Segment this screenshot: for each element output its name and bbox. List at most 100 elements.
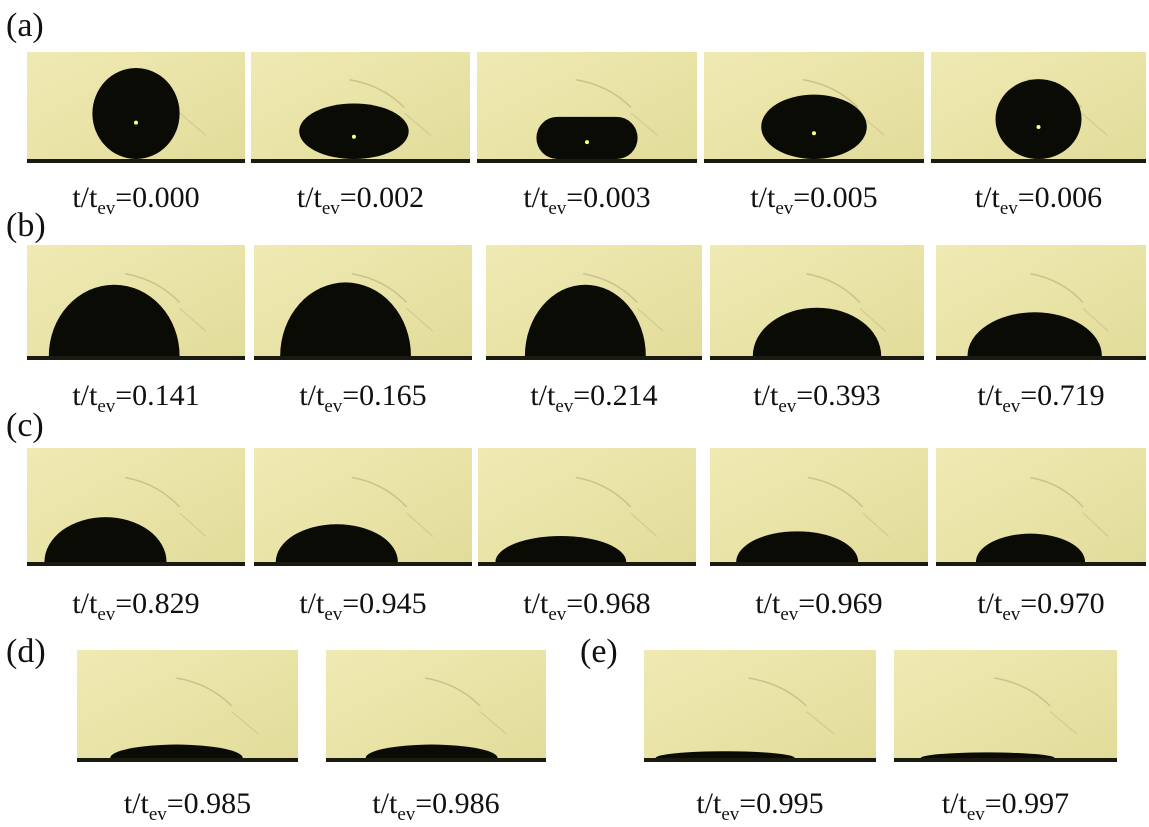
caption-subscript: ev — [775, 198, 793, 219]
caption-value: =0.969 — [798, 587, 882, 620]
substrate — [894, 758, 1117, 762]
frame: t/tev=0.969 — [710, 448, 928, 625]
caption: t/tev=0.006 — [975, 181, 1102, 219]
caption-base: t/t — [977, 587, 1003, 620]
caption-base: t/t — [975, 181, 1001, 214]
caption-value: =0.829 — [115, 587, 199, 620]
caption-subscript: ev — [548, 198, 566, 219]
caption-subscript: ev — [967, 804, 985, 825]
frame: t/tev=0.214 — [486, 245, 702, 427]
image-background — [644, 650, 876, 762]
frame: t/tev=0.000 — [27, 52, 245, 219]
caption-value: =0.002 — [340, 181, 424, 214]
caption-value: =0.214 — [573, 379, 657, 412]
caption-value: =0.165 — [342, 379, 426, 412]
substrate — [27, 356, 245, 360]
caption-value: =0.985 — [167, 787, 251, 820]
caption-value: =0.003 — [566, 181, 650, 214]
caption: t/tev=0.968 — [523, 587, 650, 625]
caption-value: =0.986 — [415, 787, 499, 820]
caption-value: =0.995 — [739, 787, 823, 820]
frame: t/tev=0.006 — [931, 52, 1146, 219]
caption: t/tev=0.969 — [755, 587, 882, 625]
caption: t/tev=0.945 — [299, 587, 426, 625]
droplet-image — [704, 52, 924, 163]
caption-value: =0.006 — [1018, 181, 1102, 214]
frame: t/tev=0.995 — [644, 650, 876, 825]
substrate — [477, 159, 697, 163]
panel-label: (e) — [580, 633, 618, 670]
droplet-image — [77, 650, 298, 771]
substrate — [77, 758, 298, 762]
frame: t/tev=0.141 — [27, 245, 245, 427]
caption-subscript: ev — [324, 604, 342, 625]
droplet-image — [644, 650, 876, 765]
caption: t/tev=0.970 — [977, 587, 1104, 625]
caption-value: =0.000 — [115, 181, 199, 214]
caption: t/tev=0.997 — [942, 787, 1069, 825]
droplet-image — [254, 448, 472, 600]
substrate — [710, 356, 924, 360]
substrate — [254, 356, 472, 360]
caption-value: =0.719 — [1020, 379, 1104, 412]
substrate — [27, 562, 245, 566]
frame: t/tev=0.393 — [710, 245, 924, 417]
droplet-image — [894, 650, 1117, 764]
caption-base: t/t — [523, 587, 549, 620]
droplet-image — [478, 448, 696, 588]
caption-subscript: ev — [1002, 604, 1020, 625]
droplet — [761, 95, 867, 159]
frame: t/tev=0.165 — [254, 245, 472, 430]
substrate — [936, 562, 1146, 566]
caption-base: t/t — [755, 587, 781, 620]
highlight — [812, 131, 816, 135]
panel-label: (b) — [6, 207, 46, 244]
caption: t/tev=0.719 — [977, 379, 1104, 417]
caption: t/tev=0.995 — [696, 787, 823, 825]
caption-subscript: ev — [548, 604, 566, 625]
substrate — [326, 758, 546, 762]
caption-subscript: ev — [780, 604, 798, 625]
caption-subscript: ev — [1000, 198, 1018, 219]
droplet-image — [936, 245, 1146, 400]
image-background — [894, 650, 1117, 762]
substrate — [644, 758, 876, 762]
caption-base: t/t — [977, 379, 1003, 412]
droplet-image — [936, 448, 1146, 590]
caption-subscript: ev — [322, 198, 340, 219]
caption: t/tev=0.005 — [750, 181, 877, 219]
caption-base: t/t — [72, 379, 98, 412]
droplet — [536, 117, 637, 159]
caption: t/tev=0.829 — [72, 587, 199, 625]
caption: t/tev=0.141 — [72, 379, 199, 417]
page: {"panels": [ {"label": "(a)", "frames": … — [0, 0, 1149, 827]
caption-subscript: ev — [397, 804, 415, 825]
caption-base: t/t — [297, 181, 323, 214]
droplet-image — [27, 52, 245, 163]
substrate — [704, 159, 924, 163]
caption-value: =0.141 — [115, 379, 199, 412]
highlight — [585, 140, 589, 144]
caption: t/tev=0.986 — [372, 787, 499, 825]
caption-base: t/t — [372, 787, 398, 820]
caption-subscript: ev — [97, 396, 115, 417]
caption: t/tev=0.002 — [297, 181, 424, 219]
caption-base: t/t — [523, 181, 549, 214]
droplet-image — [931, 52, 1146, 163]
panel-label: (c) — [6, 407, 44, 444]
caption-value: =0.968 — [566, 587, 650, 620]
caption-subscript: ev — [1002, 396, 1020, 417]
frame: t/tev=0.002 — [251, 52, 470, 219]
droplet-image — [251, 52, 470, 163]
substrate — [254, 562, 472, 566]
caption-subscript: ev — [97, 604, 115, 625]
frame: t/tev=0.945 — [254, 448, 472, 625]
droplet-image — [27, 448, 245, 607]
caption-value: =0.970 — [1020, 587, 1104, 620]
caption-base: t/t — [942, 787, 968, 820]
caption-base: t/t — [124, 787, 150, 820]
caption-base: t/t — [72, 587, 98, 620]
substrate — [27, 159, 245, 163]
frame: t/tev=0.968 — [478, 448, 696, 625]
frame: t/tev=0.719 — [936, 245, 1146, 417]
